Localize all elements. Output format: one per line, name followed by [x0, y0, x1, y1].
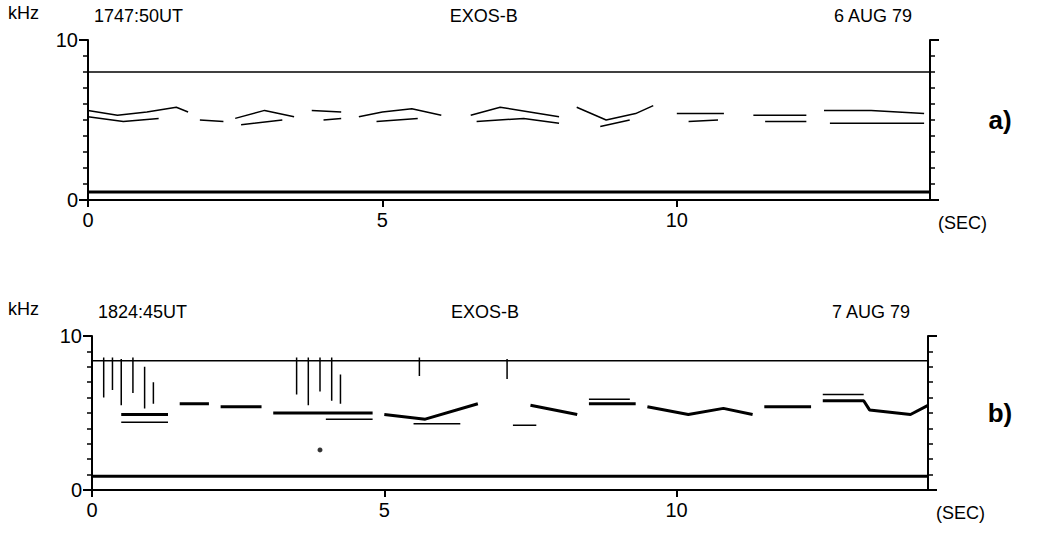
svg-text:5: 5: [377, 209, 388, 231]
svg-text:0: 0: [82, 209, 93, 231]
svg-text:6 AUG 79: 6 AUG 79: [834, 6, 912, 26]
svg-text:10: 10: [60, 325, 82, 347]
svg-text:7 AUG 79: 7 AUG 79: [832, 302, 910, 322]
svg-text:0: 0: [86, 499, 97, 521]
svg-text:b): b): [988, 398, 1013, 428]
svg-text:0: 0: [71, 479, 82, 501]
svg-text:1747:50UT: 1747:50UT: [94, 6, 183, 26]
svg-text:10: 10: [665, 499, 687, 521]
svg-text:EXOS-B: EXOS-B: [450, 6, 518, 26]
svg-text:EXOS-B: EXOS-B: [451, 302, 519, 322]
svg-text:(SEC): (SEC): [936, 503, 985, 523]
svg-text:10: 10: [56, 29, 78, 51]
svg-text:5: 5: [379, 499, 390, 521]
svg-text:10: 10: [666, 209, 688, 231]
svg-text:(SEC): (SEC): [938, 213, 987, 233]
svg-text:kHz: kHz: [8, 299, 39, 319]
svg-text:1824:45UT: 1824:45UT: [98, 302, 187, 322]
svg-text:0: 0: [67, 189, 78, 211]
svg-text:kHz: kHz: [8, 3, 39, 23]
svg-text:a): a): [988, 105, 1011, 135]
